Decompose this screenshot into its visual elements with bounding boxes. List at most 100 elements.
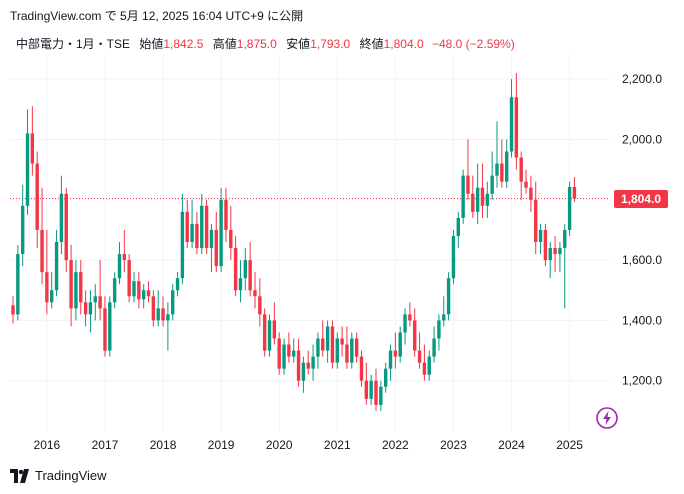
candle-body xyxy=(543,229,548,261)
candle-body xyxy=(442,314,446,321)
candle-body xyxy=(64,193,68,261)
last-price-tag: 1,804.0 xyxy=(614,189,668,208)
candle-body xyxy=(534,199,538,242)
candle-body xyxy=(330,326,335,363)
candle-body xyxy=(272,320,277,339)
candle-body xyxy=(185,211,189,242)
candle-body xyxy=(175,278,180,291)
candle-body xyxy=(16,254,20,315)
candle-body xyxy=(204,205,209,249)
candle-body xyxy=(54,241,59,291)
candle-body xyxy=(59,193,64,242)
candle-body xyxy=(461,175,465,218)
candle-body xyxy=(40,229,44,273)
candle-body xyxy=(137,281,141,300)
y-tick-label: 1,400.0 xyxy=(622,313,662,327)
candle-body xyxy=(233,248,238,291)
candle-body xyxy=(69,260,73,309)
candle-body xyxy=(413,320,417,351)
candle-body xyxy=(35,163,39,230)
candle-body xyxy=(437,320,441,339)
candle-body xyxy=(45,272,49,303)
x-tick-label: 2022 xyxy=(382,438,409,452)
candle-body xyxy=(451,235,456,279)
publish-info: TradingView.com で 5月 12, 2025 16:04 UTC+… xyxy=(10,9,304,23)
symbol-name: 中部電力・1月・TSE xyxy=(16,37,131,51)
candle-body xyxy=(321,338,325,351)
candle-body xyxy=(88,302,93,315)
candle-body xyxy=(393,350,398,357)
candle-body xyxy=(30,133,35,164)
y-tick-label: 1,600.0 xyxy=(622,253,662,267)
x-tick-label: 2019 xyxy=(208,438,235,452)
ohlc-legend: 中部電力・1月・TSE 始値1,842.5 高値1,875.0 安値1,793.… xyxy=(16,35,515,52)
candle-body xyxy=(427,356,431,375)
candle-body xyxy=(93,296,97,303)
candle-body xyxy=(471,193,475,212)
candle-body xyxy=(514,97,519,158)
x-tick-label: 2020 xyxy=(266,438,293,452)
tradingview-logo-icon xyxy=(10,468,29,483)
candle-body xyxy=(243,260,248,279)
candle-body xyxy=(161,308,165,321)
x-tick-label: 2024 xyxy=(498,438,525,452)
candle-body xyxy=(190,223,194,242)
candle-body xyxy=(117,254,122,279)
low-value: 1,793.0 xyxy=(310,37,351,51)
candle-body xyxy=(103,308,107,351)
candle-body xyxy=(480,187,485,206)
candle-body xyxy=(74,272,78,309)
open-label: 始値 xyxy=(139,37,164,51)
candle-body xyxy=(345,344,349,363)
candle-body xyxy=(340,338,344,345)
candle-body xyxy=(306,362,310,369)
y-tick-label: 1,200.0 xyxy=(622,374,662,388)
candle-body xyxy=(156,308,160,321)
candle-body xyxy=(538,229,543,242)
candle-body xyxy=(200,205,204,249)
candle-body xyxy=(311,356,315,369)
y-tick-label: 2,200.0 xyxy=(622,72,662,86)
candle-body xyxy=(572,186,577,199)
x-tick-label: 2021 xyxy=(324,438,351,452)
candle-body xyxy=(267,320,272,351)
candle-body xyxy=(180,211,185,279)
candle-body xyxy=(398,332,402,357)
y-tick-label: 2,000.0 xyxy=(622,132,662,146)
candle-body xyxy=(141,290,146,300)
candle-body xyxy=(132,281,136,297)
candle-body xyxy=(195,223,199,249)
candle-body xyxy=(379,386,383,405)
footer-brand-text: TradingView xyxy=(35,468,107,483)
candle-body xyxy=(258,296,262,315)
candle-body xyxy=(432,338,436,357)
x-tick-label: 2023 xyxy=(440,438,467,452)
candle-body xyxy=(374,380,378,405)
candle-body xyxy=(224,199,228,230)
candle-body xyxy=(504,151,509,182)
candle-body xyxy=(262,314,267,351)
candle-body xyxy=(548,248,552,261)
candle-body xyxy=(301,362,306,381)
candle-body xyxy=(509,97,514,152)
candle-body xyxy=(417,350,422,363)
candle-body xyxy=(108,302,112,351)
x-tick-label: 2025 xyxy=(556,438,583,452)
lightning-icon[interactable] xyxy=(594,405,620,431)
candle-body xyxy=(248,260,252,291)
candle-body xyxy=(422,362,427,375)
candle-body xyxy=(151,296,156,321)
candle-body xyxy=(359,356,364,381)
candle-body xyxy=(490,175,494,194)
candle-body xyxy=(500,163,504,182)
candle-body xyxy=(383,368,388,387)
candle-body xyxy=(485,193,490,206)
close-value: 1,804.0 xyxy=(383,37,424,51)
candle-body xyxy=(529,187,533,200)
candle-body xyxy=(563,229,567,249)
candle-body xyxy=(495,163,499,176)
candle-body xyxy=(466,175,470,194)
candle-body xyxy=(122,254,127,261)
candle-body xyxy=(558,248,562,255)
